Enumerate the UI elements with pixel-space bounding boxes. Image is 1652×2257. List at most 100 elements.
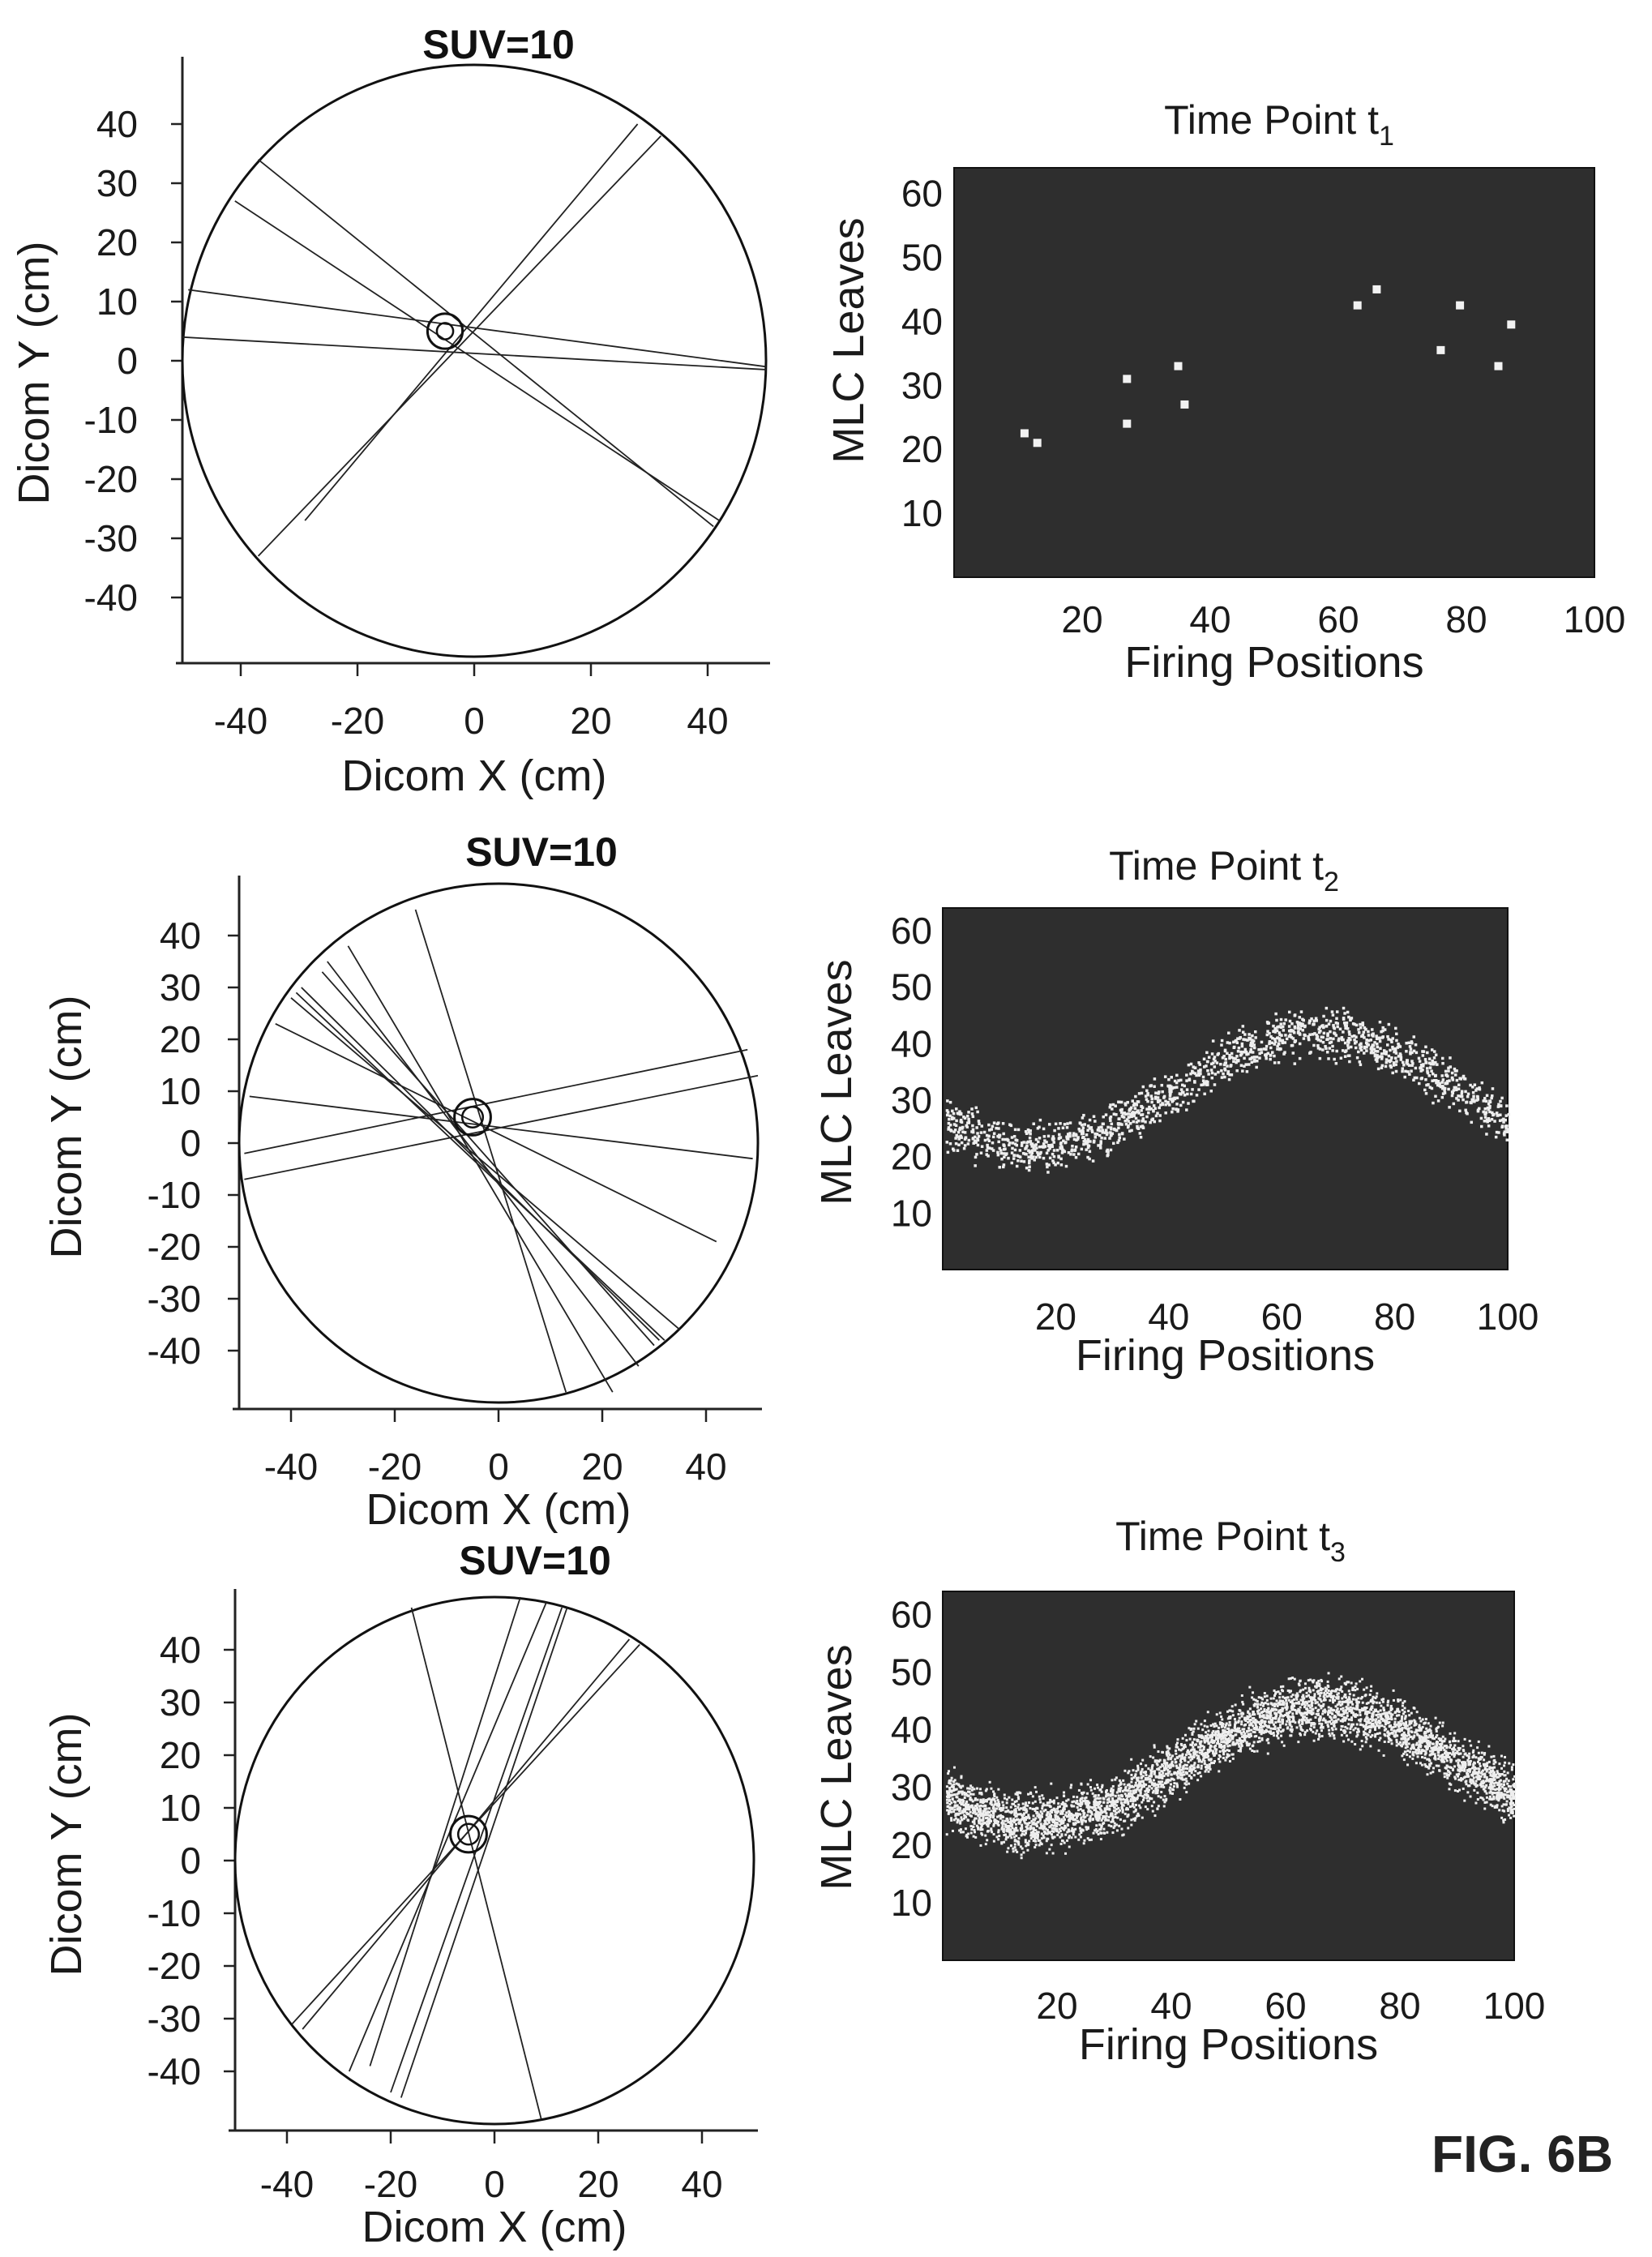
sinogram-point [1263, 1692, 1266, 1695]
sinogram-point [1099, 1140, 1102, 1143]
y-tick-label: 30 [96, 162, 138, 204]
sinogram-point [1164, 1765, 1167, 1768]
sinogram-point [1325, 1025, 1328, 1028]
sinogram-point [1482, 1798, 1485, 1801]
sinogram-point [1481, 1773, 1484, 1776]
line-of-response [304, 123, 639, 521]
sinogram-point [1370, 1685, 1373, 1688]
sinogram-point [1290, 1715, 1293, 1719]
sinogram-point [1279, 1685, 1282, 1689]
sinogram-point [1007, 1139, 1010, 1142]
sinogram-point [1199, 1068, 1202, 1072]
sinogram-point [1282, 1714, 1286, 1717]
sinogram-point [965, 1115, 969, 1118]
sinogram-point [1111, 1818, 1115, 1822]
sinogram-point [997, 1838, 1000, 1841]
sinogram-point [1152, 1779, 1155, 1782]
sinogram-point [1286, 1720, 1289, 1723]
sinogram-point [1030, 1834, 1034, 1837]
sinogram-point [1127, 1120, 1130, 1123]
sinogram-point [1496, 1775, 1499, 1779]
sinogram-point [1284, 1034, 1287, 1037]
sinogram-point [1262, 1702, 1265, 1705]
sinogram-point [1135, 1120, 1139, 1124]
sinogram-point [1393, 1723, 1396, 1726]
sinogram-point [1051, 1809, 1054, 1812]
sinogram-point [1012, 1821, 1016, 1824]
sinogram-point [1385, 1052, 1388, 1056]
sinogram-point [1493, 1792, 1496, 1795]
sinogram-point [1009, 1819, 1012, 1822]
sinogram-point [1250, 1056, 1254, 1060]
sinogram-point [1136, 1784, 1139, 1788]
sinogram-point [1188, 1077, 1192, 1081]
sinogram-point [1019, 1807, 1022, 1810]
sinogram-point [1379, 1737, 1382, 1740]
sinogram-point [1012, 1157, 1016, 1160]
y-tick-label: 30 [891, 1079, 932, 1121]
sinogram-point [1150, 1797, 1153, 1801]
sinogram-point [1252, 1043, 1256, 1047]
sinogram-point [1032, 1146, 1035, 1150]
sinogram-point [1430, 1069, 1433, 1073]
sinogram-point [1492, 1797, 1496, 1801]
sinogram-point [1464, 1765, 1467, 1768]
sinogram-point [1316, 1035, 1320, 1039]
sinogram-point [952, 1800, 956, 1803]
sinogram-point [1390, 1718, 1393, 1721]
sinogram-point [1509, 1790, 1513, 1793]
sinogram-point [1028, 1158, 1031, 1163]
sinogram-point [961, 1784, 965, 1788]
sinogram-point [980, 1124, 984, 1128]
sinogram-point [1303, 1731, 1307, 1734]
sinogram-point [1311, 1033, 1315, 1036]
sinogram-point [1100, 1136, 1103, 1140]
sinogram-point [1445, 1772, 1449, 1775]
sinogram-point [1170, 1090, 1173, 1094]
sinogram-point [1500, 1125, 1504, 1128]
sinogram-point [1080, 1132, 1084, 1136]
sinogram-point [1230, 1073, 1234, 1077]
sinogram-point [1354, 1707, 1357, 1711]
sinogram-point [1132, 1790, 1135, 1793]
sinogram-point [1436, 1099, 1440, 1103]
sinogram-point [1108, 1800, 1111, 1803]
sinogram-point [946, 1150, 950, 1154]
sinogram-point [1479, 1783, 1483, 1786]
sinogram-point [1432, 1062, 1436, 1066]
sinogram-point [1322, 1695, 1325, 1698]
sinogram-point [976, 1138, 980, 1142]
sinogram-point [1022, 1830, 1025, 1833]
sinogram-point [1429, 1749, 1432, 1753]
sinogram-point [1126, 1784, 1129, 1787]
sinogram-point [1316, 1701, 1319, 1704]
sinogram-point [1450, 1090, 1454, 1094]
sinogram-point [1249, 1043, 1252, 1047]
sinogram-point [1255, 1728, 1258, 1731]
sinogram-point [962, 1800, 965, 1803]
sinogram-point [1438, 1769, 1441, 1772]
sinogram-point [1454, 1086, 1457, 1090]
sinogram-point [1370, 1723, 1373, 1726]
sinogram-point [1500, 1792, 1503, 1795]
sinogram-point [1487, 1106, 1492, 1110]
sinogram-point [1123, 1769, 1127, 1772]
sinogram-point [1386, 1704, 1389, 1707]
sinogram-point [1143, 1793, 1146, 1797]
sinogram-point [1471, 1090, 1475, 1094]
sinogram-point [1012, 1154, 1016, 1157]
sinogram-point [1205, 1064, 1208, 1068]
sinogram-point [1372, 1725, 1376, 1728]
sinogram-point [1086, 1801, 1089, 1805]
sinogram-point [1038, 1152, 1042, 1155]
sinogram-point [1013, 1819, 1016, 1822]
sinogram-point [979, 1844, 982, 1847]
sinogram-point [1499, 1099, 1502, 1103]
sinogram-point [1272, 1727, 1275, 1730]
sinogram-point [1291, 1708, 1295, 1711]
sinogram-point [1335, 1010, 1339, 1013]
sinogram-point [1189, 1767, 1192, 1770]
sinogram-point [1404, 1746, 1407, 1749]
sinogram-point [1108, 1807, 1111, 1810]
sinogram-point [1418, 1060, 1422, 1063]
